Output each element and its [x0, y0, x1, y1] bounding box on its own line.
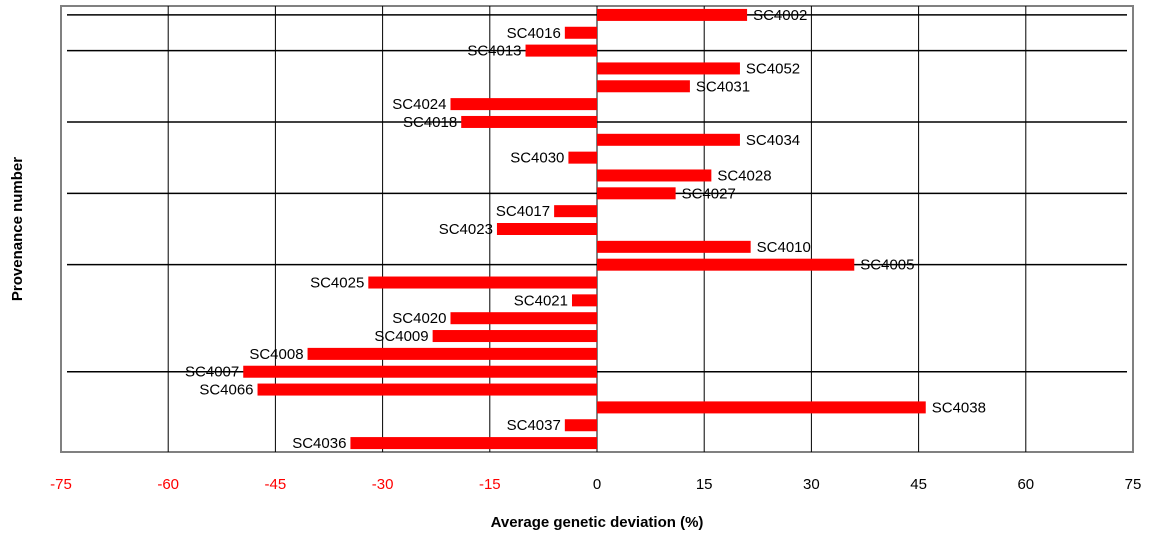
bars	[243, 8, 926, 450]
x-tick-label: -45	[265, 476, 287, 493]
bar-label: SC4027	[682, 185, 736, 202]
bar	[568, 151, 597, 164]
bar	[450, 312, 597, 325]
bar	[597, 258, 855, 271]
bar	[243, 365, 598, 378]
bar-label: SC4036	[292, 435, 346, 452]
bar-label: SC4052	[746, 60, 800, 77]
bar-label: SC4020	[392, 310, 446, 327]
bar	[368, 276, 597, 289]
bar	[307, 347, 597, 360]
bar	[564, 419, 597, 432]
bar-label: SC4023	[439, 221, 493, 238]
bar	[525, 44, 597, 57]
x-tick-label: 0	[593, 476, 601, 493]
bar-label: SC4010	[757, 239, 811, 256]
x-tick-label: -75	[50, 476, 72, 493]
bar-label: SC4007	[185, 364, 239, 381]
bar-label: SC4016	[507, 25, 561, 42]
bar-label: SC4021	[514, 292, 568, 309]
bar	[564, 26, 597, 39]
bar	[350, 437, 597, 450]
bar	[597, 240, 751, 253]
bar	[597, 80, 690, 93]
bar-label: SC4009	[374, 328, 428, 345]
bar-label: SC4038	[932, 399, 986, 416]
bar-label: SC4025	[310, 275, 364, 292]
x-tick-label: -30	[372, 476, 394, 493]
x-tick-label: 60	[1017, 476, 1034, 493]
bar	[571, 294, 597, 307]
bar	[257, 383, 597, 396]
x-tick-label: 75	[1125, 476, 1142, 493]
x-tick-labels: -75 -60 -45 -30 -15 0 15 30 45 60 75	[50, 476, 1141, 493]
bar	[496, 223, 597, 235]
x-tick-label: -60	[157, 476, 179, 493]
bar-label: SC4002	[753, 7, 807, 24]
bar-label: SC4066	[199, 382, 253, 399]
grid-lines	[167, 6, 1027, 452]
x-axis-title: Average genetic deviation (%)	[491, 514, 704, 531]
x-tick-label: -15	[479, 476, 501, 493]
x-tick-label: 15	[696, 476, 713, 493]
bar	[597, 401, 926, 414]
bar-label: SC4005	[860, 257, 914, 274]
bar	[597, 133, 740, 146]
bar-label: SC4031	[696, 78, 750, 95]
bar-label: SC4018	[403, 114, 457, 131]
bar-label: SC4030	[510, 150, 564, 167]
bar-label: SC4028	[717, 167, 771, 184]
bar-label: SC4024	[392, 96, 446, 113]
bar	[450, 98, 597, 111]
x-tick-label: 30	[803, 476, 820, 493]
bar-label: SC4013	[467, 43, 521, 60]
bar-labels: SC4002SC4016SC4013SC4052SC4031SC4024SC40…	[185, 7, 986, 452]
bar-label: SC4034	[746, 132, 800, 149]
bar-label: SC4017	[496, 203, 550, 220]
x-tick-label: 45	[910, 476, 927, 493]
bar	[597, 169, 712, 182]
bar	[554, 205, 597, 218]
bar-label: SC4008	[249, 346, 303, 363]
bar	[461, 115, 597, 128]
bar-label: SC4037	[507, 417, 561, 434]
y-axis-title: Provenance number	[9, 157, 26, 301]
bar	[597, 62, 740, 75]
bar	[432, 330, 597, 343]
bar	[597, 8, 748, 21]
bar	[597, 187, 676, 200]
